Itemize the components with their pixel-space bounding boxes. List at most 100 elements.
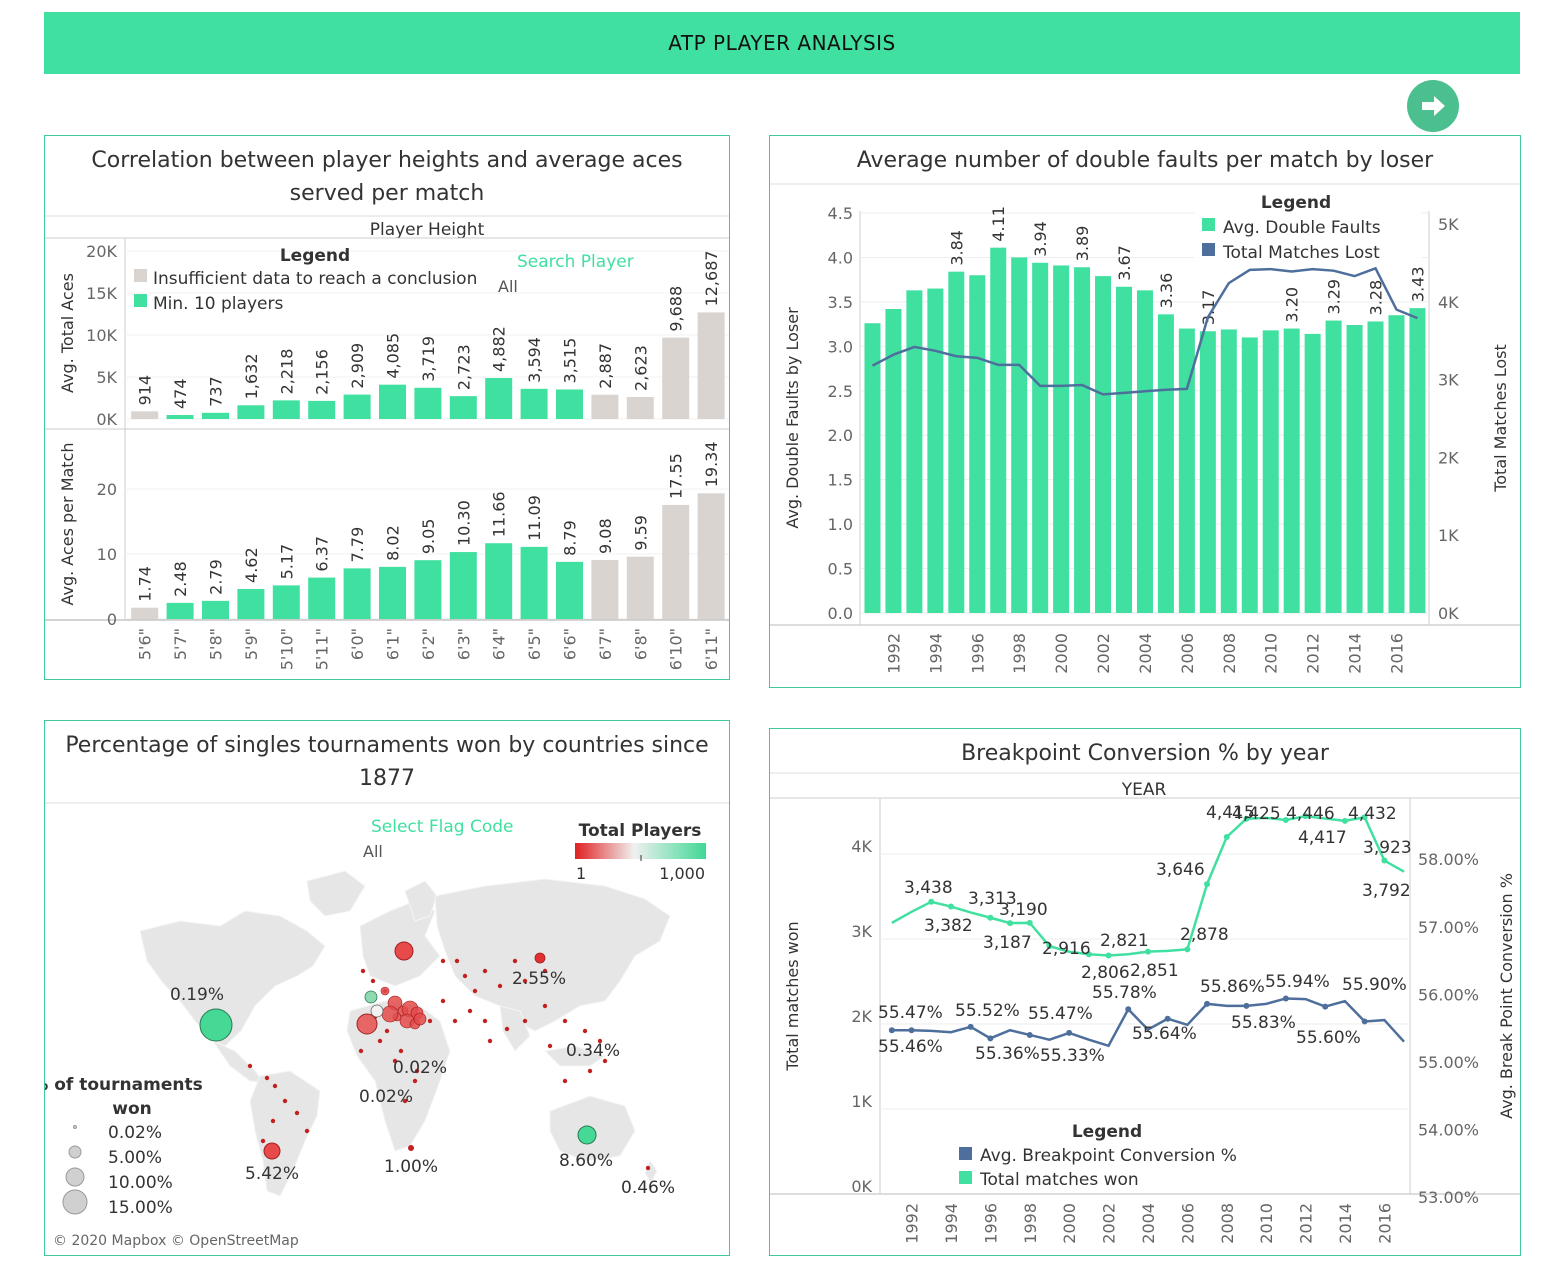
point-matches-won: [1046, 943, 1053, 950]
data-label: 3.29: [1325, 279, 1344, 315]
x-tick-label: 2014: [1346, 633, 1365, 674]
x-tick-label: 2012: [1297, 1203, 1316, 1244]
data-label: 9.05: [419, 519, 438, 555]
data-label: 3.36: [1157, 273, 1176, 309]
x-tick-label: 5'9": [242, 628, 261, 660]
color-legend-bar: [575, 843, 706, 859]
data-label: 4.62: [242, 547, 261, 583]
data-label: 6.37: [313, 536, 332, 572]
data-label-breakpoint: 55.46%: [878, 1037, 943, 1057]
country-marker: [454, 958, 460, 964]
x-tick-label: 2010: [1257, 1203, 1276, 1244]
data-label: 2,156: [313, 349, 332, 395]
height-aces-title: Correlation between player heights and a…: [91, 148, 683, 206]
data-label-matches-won: 4,432: [1348, 804, 1397, 824]
map-percentage-label: 1.00%: [384, 1157, 438, 1177]
x-tick-label: 2016: [1375, 1203, 1394, 1244]
bar-aces-per-match: [272, 585, 300, 619]
point-matches-won: [1085, 951, 1092, 958]
bar-total-aces: [697, 312, 725, 419]
data-label: 9.08: [596, 518, 615, 554]
y-tick-label: 1.0: [828, 515, 853, 534]
bar-double-faults: [1157, 314, 1174, 613]
y-tick-label: 0K: [96, 410, 117, 429]
bar-aces-per-match: [520, 546, 548, 619]
country-marker: [427, 1018, 433, 1024]
y-tick-label: 0.5: [828, 560, 853, 579]
data-label: 4.11: [989, 206, 1008, 242]
data-label: 3.89: [1073, 226, 1092, 262]
country-marker: [452, 1018, 458, 1024]
map-percentage-label: 5.42%: [245, 1164, 299, 1184]
data-label: 2.79: [207, 559, 226, 595]
x-tick-label: 6'5": [525, 628, 544, 660]
bar-double-faults: [1388, 315, 1405, 613]
point-matches-won: [1144, 948, 1151, 955]
bar-double-faults: [1409, 308, 1426, 613]
data-label: 19.34: [702, 441, 721, 487]
y-tick-label: 2.0: [828, 426, 853, 445]
point-breakpoint: [888, 1027, 895, 1034]
y-tick-label: 0.0: [828, 604, 853, 623]
bar-double-faults: [1074, 267, 1091, 613]
point-breakpoint: [1026, 1031, 1033, 1038]
country-marker: [547, 1043, 553, 1049]
data-label-matches-won: 4,415: [1206, 803, 1255, 823]
point-breakpoint: [987, 1035, 994, 1042]
country-marker: [264, 1075, 270, 1081]
data-label: 11.66: [490, 491, 509, 537]
bar-aces-per-match: [379, 566, 406, 619]
point-matches-won: [928, 898, 935, 905]
data-label: 3.28: [1367, 280, 1386, 316]
country-marker-france: [370, 1004, 384, 1018]
data-label-breakpoint: 55.94%: [1265, 972, 1330, 992]
bar-total-aces: [520, 388, 548, 419]
world-map[interactable]: 0.19% 2.55% 0.02% 0.02% 0.34% 5.42% 1.00% 8.60%…: [45, 721, 729, 1255]
x-tick-label: 6'4": [490, 628, 509, 660]
x-tick-label: 2008: [1220, 633, 1239, 674]
x-tick-label: 1994: [926, 633, 945, 674]
search-player-value[interactable]: All: [498, 277, 518, 296]
data-label-breakpoint: 55.90%: [1342, 975, 1407, 995]
data-label: 2,723: [454, 344, 473, 390]
country-marker: [370, 978, 376, 984]
bar-total-aces: [131, 411, 159, 419]
data-label-matches-won: 2,821: [1100, 931, 1149, 951]
bar-double-faults: [1325, 320, 1342, 613]
size-legend-title: % of tournaments: [45, 1075, 203, 1095]
country-marker-sweden: [394, 941, 414, 961]
y-tick-label: 10: [97, 545, 117, 564]
x-tick-label: 6'0": [348, 628, 367, 660]
x-tick-label: 6'11": [702, 628, 721, 670]
x-tick-label: 2002: [1100, 1203, 1119, 1244]
data-label-matches-won: 3,792: [1362, 881, 1411, 901]
data-label: 4,085: [384, 333, 403, 379]
legend-swatch-insufficient: [134, 269, 147, 282]
dashboard-title: ATP PLAYER ANALYSIS: [668, 31, 896, 55]
x-tick-label: 1996: [968, 633, 987, 674]
country-marker: [412, 1078, 418, 1084]
x-tick-label: 6'1": [384, 628, 403, 660]
bar-aces-per-match: [697, 493, 725, 619]
flag-code-filter-value[interactable]: All: [363, 842, 383, 861]
data-label: 8.02: [384, 525, 403, 561]
country-marker: [562, 1018, 568, 1024]
x-tick-label: 2000: [1060, 1203, 1079, 1244]
country-marker: [413, 1012, 427, 1026]
data-label-breakpoint: 55.47%: [1028, 1004, 1093, 1024]
bar-aces-per-match: [308, 577, 336, 619]
point-matches-won: [1007, 920, 1014, 927]
data-label-matches-won: 3,646: [1156, 860, 1205, 880]
data-label-matches-won: 4,417: [1298, 828, 1347, 848]
data-label-breakpoint: 55.52%: [955, 1001, 1020, 1021]
x-tick-label: 2006: [1178, 1203, 1197, 1244]
bar-double-faults: [1095, 276, 1112, 613]
arrow-right-icon: [1422, 96, 1445, 116]
country-marker: [542, 968, 548, 974]
map-percentage-label: 0.19%: [170, 985, 224, 1005]
x-tick-label: 2006: [1178, 633, 1197, 674]
point-matches-won: [1341, 817, 1348, 824]
x-tick-label: 2002: [1094, 633, 1113, 674]
x-tick-label: 1994: [942, 1203, 961, 1244]
next-page-button[interactable]: [1407, 80, 1459, 132]
